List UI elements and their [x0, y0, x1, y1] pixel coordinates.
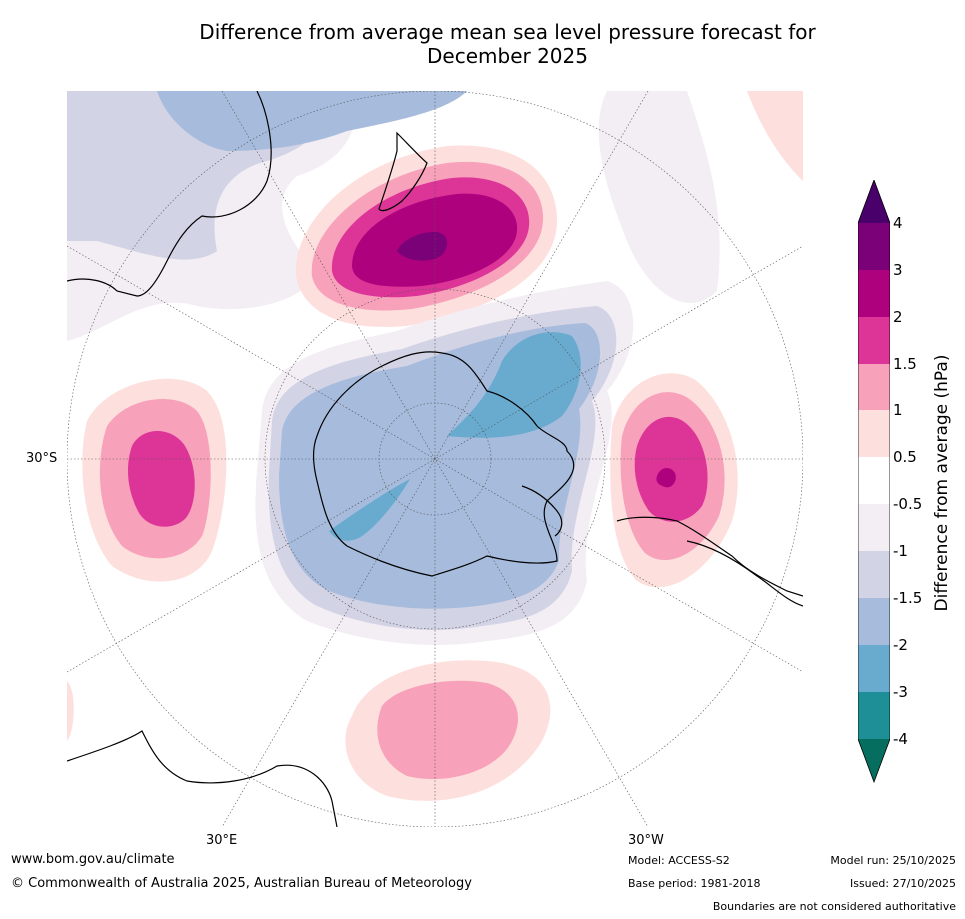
colorbar-tick: -3 [893, 683, 908, 701]
australia-coastline [67, 91, 272, 297]
south-america-inner [686, 540, 803, 607]
colorbar-bin-neutral [858, 457, 890, 504]
colorbar-tick: 4 [893, 214, 903, 232]
colorbar-tick: 0.5 [893, 448, 917, 466]
colorbar-tick: -4 [893, 730, 908, 748]
footer-model: Model: ACCESS-S2 [628, 854, 730, 867]
coastlines [67, 91, 803, 827]
colorbar-bin-3-4 [858, 223, 890, 270]
field-high-east-20 [656, 467, 676, 488]
colorbar-tick: -1.5 [893, 589, 923, 607]
field-antarctic-30-a [447, 332, 581, 438]
colorbar-bin-neg1.5-2 [858, 598, 890, 645]
colorbar-extend-min [858, 739, 890, 782]
title-line-2: December 2025 [427, 44, 588, 68]
map-svg [67, 91, 803, 827]
footer-base-period: Base period: 1981-2018 [628, 877, 761, 890]
colorbar-bin-0.5-1 [858, 410, 890, 457]
footer-copyright: © Commonwealth of Australia 2025, Austra… [11, 876, 472, 891]
colorbar-extend-max [858, 180, 890, 223]
footer-issued: Issued: 27/10/2025 [849, 877, 956, 890]
field-high-west-15 [127, 431, 195, 527]
colorbar-bin-neg3-4 [858, 692, 890, 739]
footer-disclaimer: Boundaries are not considered authoritat… [712, 900, 956, 913]
africa-coastline [67, 730, 338, 827]
colorbar-tick: -1 [893, 542, 908, 560]
colorbar-bin-2-3 [858, 270, 890, 317]
graticule [67, 91, 803, 827]
footer-model-run: Model run: 25/10/2025 [830, 854, 956, 867]
field-moderate-negative-nw [157, 91, 467, 151]
south-america-coastline [616, 516, 803, 597]
colorbar-bin-1-1.5 [858, 364, 890, 410]
colorbar-tick: 2 [893, 308, 903, 326]
new-zealand-coastline [378, 131, 428, 212]
colorbar-tick: -0.5 [893, 495, 923, 513]
colorbar-tick: 3 [893, 261, 903, 279]
anomaly-fields [67, 91, 803, 801]
colorbar-bin-neg0.5-1 [858, 504, 890, 551]
colorbar [857, 178, 891, 784]
map-title: Difference from average mean sea level p… [100, 20, 915, 68]
field-weak-negative-ne [598, 91, 720, 303]
colorbar-tick: 1.5 [893, 355, 917, 373]
colorbar-svg [857, 178, 891, 784]
map-panel[interactable] [67, 91, 803, 827]
field-high-south-10 [377, 680, 519, 780]
colorbar-tick: -2 [893, 636, 908, 654]
footer-url[interactable]: www.bom.gov.au/climate [11, 852, 175, 867]
field-weak-positive-ne [747, 91, 803, 181]
lat-circle-45s [264, 288, 606, 630]
field-antarctic-30-b [329, 479, 410, 541]
lat-label-30s: 30°S [26, 451, 58, 466]
field-high-south-bl [67, 681, 74, 741]
title-line-1: Difference from average mean sea level p… [199, 20, 816, 44]
antarctic-peninsula [521, 485, 563, 537]
colorbar-label: Difference from average (hPa) [932, 354, 952, 612]
lon-label-30e: 30°E [206, 833, 238, 848]
field-high-north-30 [397, 231, 448, 261]
colorbar-bin-neg1-1.5 [858, 551, 890, 598]
colorbar-bin-1.5-2 [858, 317, 890, 364]
colorbar-bin-neg2-3 [858, 645, 890, 692]
lon-label-30w: 30°W [628, 833, 664, 848]
colorbar-tick: 1 [893, 401, 903, 419]
